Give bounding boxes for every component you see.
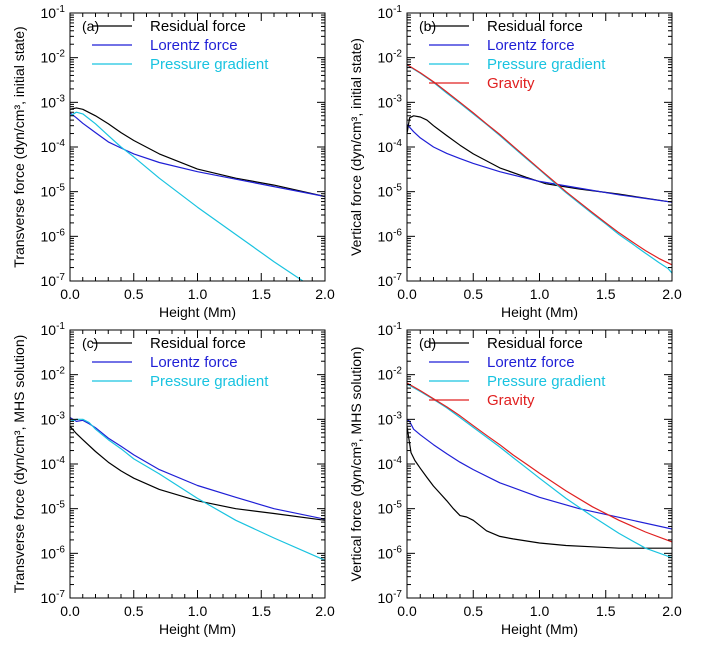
y-axis-label: Vertical force (dyn/cm³, MHS solution) bbox=[348, 347, 364, 582]
panel-c: 0.0 0.5 1.0 1.5 2.0 10-7 10-6 10-5 10-4 10-3 10-2 1… bbox=[11, 321, 335, 637]
x-tick-label: 0.0 bbox=[60, 603, 80, 619]
y-tick-label: 10-7 bbox=[41, 272, 66, 289]
legend-label: Residual force bbox=[150, 18, 246, 35]
y-tick-label: 10-5 bbox=[378, 183, 403, 200]
y-tick-label: 10-6 bbox=[41, 227, 66, 244]
series-line-lorentz bbox=[407, 418, 672, 530]
legend-label: Pressure gradient bbox=[150, 56, 269, 73]
y-tick-label: 10-3 bbox=[41, 410, 66, 427]
y-tick-label: 10-4 bbox=[378, 138, 403, 155]
panel-label: (d) bbox=[419, 335, 436, 351]
y-axis-label: Vertical force (dyn/cm³, initial state) bbox=[348, 38, 364, 256]
y-tick-label: 10-3 bbox=[41, 93, 66, 110]
x-tick-label: 1.0 bbox=[188, 286, 208, 302]
x-tick-label: 2.0 bbox=[315, 603, 335, 619]
y-axis-label: Transverse force (dyn/cm³, initial state… bbox=[11, 26, 27, 267]
series-line-lorentz bbox=[70, 416, 325, 520]
series-line-pressure bbox=[407, 64, 672, 274]
panel-d: 0.0 0.5 1.0 1.5 2.0 10-7 10-6 10-5 10-4 10-3 10-2 1… bbox=[348, 321, 682, 637]
series-line-residual bbox=[70, 107, 325, 198]
x-tick-label: 1.0 bbox=[530, 603, 550, 619]
y-tick-label: 10-4 bbox=[41, 455, 66, 472]
series-line-gravity bbox=[407, 382, 672, 543]
legend-label: Pressure gradient bbox=[487, 373, 606, 390]
legend-label: Residual force bbox=[487, 335, 583, 352]
legend-label: Residual force bbox=[487, 18, 583, 35]
x-tick-label: 2.0 bbox=[662, 603, 682, 619]
x-tick-label: 1.0 bbox=[188, 603, 208, 619]
y-tick-label: 10-1 bbox=[378, 321, 403, 338]
x-tick-label: 0.0 bbox=[397, 603, 417, 619]
legend-label: Residual force bbox=[150, 335, 246, 352]
series-line-residual bbox=[70, 425, 325, 521]
panel-label: (b) bbox=[419, 18, 436, 34]
y-tick-label: 10-7 bbox=[378, 272, 403, 289]
series-line-pressure bbox=[70, 418, 325, 561]
y-tick-label: 10-5 bbox=[378, 500, 403, 517]
panel-b: 0.0 0.5 1.0 1.5 2.0 10-7 10-6 10-5 10-4 10-3 10-2 1… bbox=[348, 4, 682, 320]
series-line-pressure bbox=[407, 383, 672, 559]
x-tick-label: 1.5 bbox=[252, 603, 272, 619]
panel-a: 0.0 0.5 1.0 1.5 2.0 10-7 10-6 10-5 10-4 10-3 10-2 1… bbox=[11, 4, 335, 320]
y-tick-label: 10-6 bbox=[378, 544, 403, 561]
x-tick-label: 0.5 bbox=[124, 286, 144, 302]
legend-label: Lorentz force bbox=[487, 37, 575, 54]
y-tick-label: 10-6 bbox=[41, 544, 66, 561]
y-tick-label: 10-2 bbox=[378, 366, 403, 383]
legend-label: Pressure gradient bbox=[487, 56, 606, 73]
y-tick-label: 10-3 bbox=[378, 93, 403, 110]
legend-label: Lorentz force bbox=[487, 354, 575, 371]
y-tick-label: 10-4 bbox=[41, 138, 66, 155]
x-tick-label: 1.0 bbox=[530, 286, 550, 302]
legend-label: Pressure gradient bbox=[150, 373, 269, 390]
x-tick-label: 0.5 bbox=[124, 603, 144, 619]
x-axis-label: Height (Mm) bbox=[501, 304, 578, 320]
series-line-lorentz bbox=[70, 112, 325, 198]
series-line-residual bbox=[407, 115, 672, 203]
legend-label: Lorentz force bbox=[150, 37, 238, 54]
y-tick-label: 10-7 bbox=[41, 589, 66, 606]
x-tick-label: 2.0 bbox=[315, 286, 335, 302]
y-axis-label: Transverse force (dyn/cm³, MHS solution) bbox=[11, 335, 27, 594]
y-tick-label: 10-5 bbox=[41, 500, 66, 517]
series-line-lorentz bbox=[407, 123, 672, 203]
y-tick-label: 10-2 bbox=[41, 49, 66, 66]
y-tick-label: 10-1 bbox=[41, 321, 66, 338]
y-tick-label: 10-1 bbox=[41, 4, 66, 21]
y-tick-label: 10-4 bbox=[378, 455, 403, 472]
x-tick-label: 0.5 bbox=[464, 603, 484, 619]
series-line-residual bbox=[407, 426, 672, 549]
x-axis-label: Height (Mm) bbox=[159, 304, 236, 320]
legend-label: Gravity bbox=[487, 392, 535, 409]
series-line-pressure bbox=[70, 111, 304, 281]
series-line-gravity bbox=[407, 64, 672, 266]
x-tick-label: 1.5 bbox=[252, 286, 272, 302]
x-tick-label: 0.0 bbox=[397, 286, 417, 302]
x-tick-label: 1.5 bbox=[596, 286, 616, 302]
legend-label: Lorentz force bbox=[150, 354, 238, 371]
y-tick-label: 10-1 bbox=[378, 4, 403, 21]
x-tick-label: 2.0 bbox=[662, 286, 682, 302]
y-tick-label: 10-5 bbox=[41, 183, 66, 200]
x-axis-label: Height (Mm) bbox=[159, 621, 236, 637]
y-tick-label: 10-6 bbox=[378, 227, 403, 244]
x-tick-label: 1.5 bbox=[596, 603, 616, 619]
y-tick-label: 10-2 bbox=[41, 366, 66, 383]
x-tick-label: 0.5 bbox=[464, 286, 484, 302]
panel-label: (c) bbox=[82, 335, 98, 351]
panel-label: (a) bbox=[82, 18, 99, 34]
legend-label: Gravity bbox=[487, 75, 535, 92]
x-axis-label: Height (Mm) bbox=[501, 621, 578, 637]
y-tick-label: 10-7 bbox=[378, 589, 403, 606]
y-tick-label: 10-2 bbox=[378, 49, 403, 66]
x-tick-label: 0.0 bbox=[60, 286, 80, 302]
y-tick-label: 10-3 bbox=[378, 410, 403, 427]
